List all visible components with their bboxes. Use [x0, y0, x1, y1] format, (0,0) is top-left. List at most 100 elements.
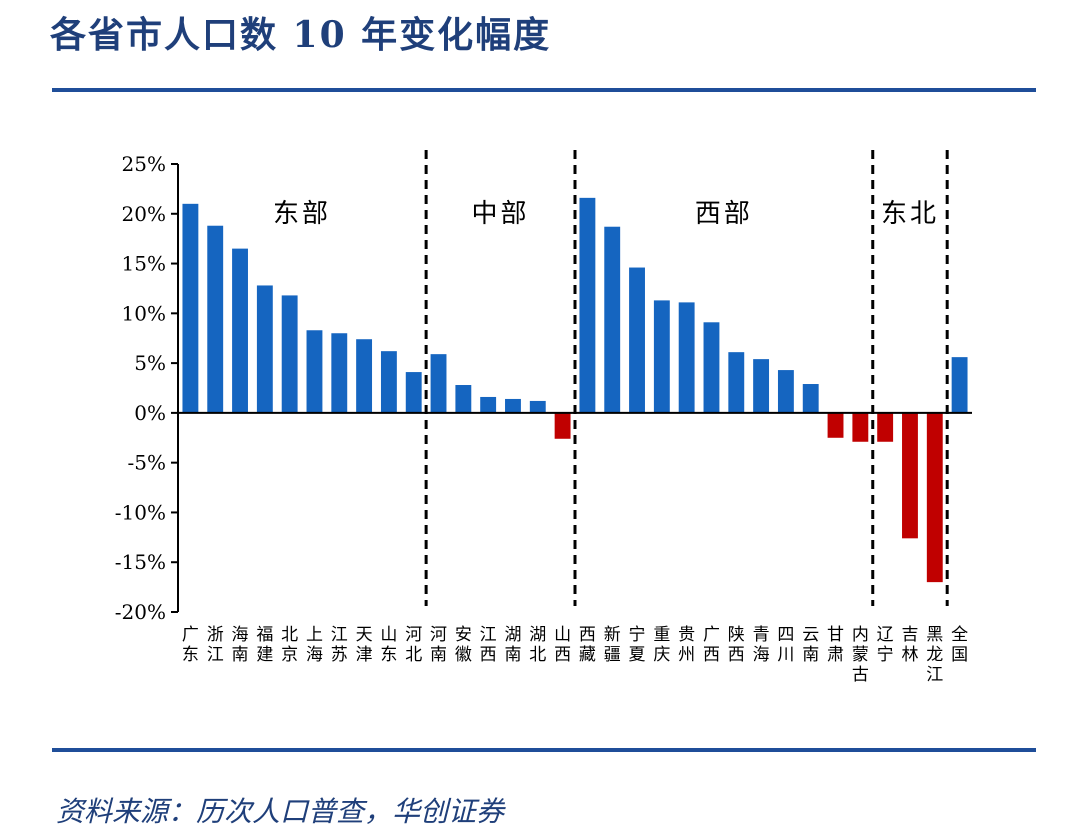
- x-tick-label-char: 北: [405, 645, 422, 665]
- bar-山西: [554, 412, 571, 439]
- y-tick-label: -20%: [115, 600, 166, 624]
- x-tick-label-char: 南: [232, 645, 249, 665]
- y-tick-label: -15%: [115, 550, 166, 574]
- bar-江苏: [331, 333, 348, 413]
- bar-吉林: [902, 412, 918, 539]
- x-tick-label-char: 南: [802, 645, 819, 665]
- x-tick-label-char: 全: [951, 625, 968, 645]
- y-tick-label: 0%: [134, 401, 166, 425]
- x-tick-label-char: 西: [579, 625, 596, 645]
- x-tick-label-char: 江: [926, 665, 943, 685]
- bar-新疆: [604, 226, 621, 413]
- x-tick-label-char: 江: [207, 645, 224, 665]
- x-tick-label-char: 黑: [926, 625, 943, 645]
- x-tick-label-char: 山: [554, 625, 571, 645]
- bar-西藏: [579, 197, 596, 413]
- x-tick-label-char: 古: [852, 665, 869, 685]
- x-tick-label-char: 安: [455, 625, 472, 645]
- x-tick-label-char: 湖: [529, 625, 546, 645]
- bar-四川: [777, 370, 794, 413]
- x-tick-label-char: 重: [653, 625, 670, 645]
- x-tick-label-char: 宁: [877, 645, 894, 665]
- x-tick-label-char: 川: [777, 645, 794, 665]
- bar-湖南: [505, 398, 521, 413]
- bar-湖北: [529, 400, 546, 413]
- bar-全国: [951, 357, 968, 413]
- x-tick-label-char: 东: [380, 645, 397, 665]
- bar-天津: [356, 339, 373, 413]
- x-tick-label-char: 西: [480, 645, 497, 665]
- bar-广东: [182, 203, 199, 413]
- x-tick-label-char: 河: [405, 625, 422, 645]
- bar-北京: [281, 295, 298, 413]
- x-tick-label-char: 蒙: [852, 645, 869, 665]
- x-tick-label-char: 四: [777, 625, 794, 645]
- x-tick-label-char: 海: [753, 645, 770, 665]
- region-label-西部: 西部: [695, 199, 753, 229]
- x-tick-label-char: 西: [554, 645, 571, 665]
- x-tick-label-char: 辽: [877, 625, 894, 645]
- y-tick-label: 25%: [122, 152, 166, 176]
- x-tick-label-char: 陕: [728, 625, 745, 645]
- bar-重庆: [653, 300, 670, 413]
- page-title: 各省市人口数 10 年变化幅度: [50, 14, 552, 56]
- bar-黑龙江: [926, 412, 943, 583]
- x-tick-label-char: 肃: [827, 645, 844, 665]
- y-tick-label: 10%: [122, 301, 166, 325]
- y-tick-label: 5%: [134, 351, 166, 375]
- bar-山东: [380, 351, 397, 413]
- x-tick-label-char: 东: [182, 645, 199, 665]
- x-tick-label-char: 江: [480, 625, 497, 645]
- x-tick-label-char: 徽: [455, 645, 472, 665]
- x-tick-label-char: 林: [901, 645, 918, 665]
- x-tick-label-char: 海: [306, 645, 323, 665]
- bar-甘肃: [827, 412, 844, 438]
- x-tick-label-char: 夏: [629, 645, 646, 665]
- x-tick-label-char: 西: [703, 645, 720, 665]
- x-tick-label-char: 内: [852, 625, 869, 645]
- bar-内蒙古: [852, 412, 869, 442]
- x-tick-label-char: 津: [356, 645, 373, 665]
- x-tick-label-char: 南: [430, 645, 447, 665]
- y-tick-label: -5%: [128, 451, 167, 475]
- x-tick-label-char: 山: [380, 625, 397, 645]
- y-tick-label: 20%: [122, 202, 166, 226]
- x-tick-label-char: 云: [802, 625, 819, 645]
- x-tick-label-char: 建: [256, 645, 273, 665]
- x-tick-label-char: 海: [232, 625, 249, 645]
- source-note: 资料来源：历次人口普查，华创证券: [56, 795, 505, 828]
- x-tick-label-char: 浙: [207, 625, 224, 645]
- x-tick-label-char: 福: [256, 625, 273, 645]
- bar-chart: 25%20%15%10%5%0%-5%-10%-15%-20%东部 中部 西部 东北广…: [115, 150, 972, 685]
- bar-云南: [802, 384, 819, 413]
- x-tick-label-char: 吉: [901, 625, 918, 645]
- x-tick-label-char: 庆: [653, 645, 670, 665]
- x-tick-label-char: 河: [430, 625, 447, 645]
- footer-rule: [52, 748, 1036, 752]
- x-tick-label-char: 广: [182, 625, 199, 645]
- region-label-中部: 中部: [472, 199, 530, 229]
- x-tick-label-char: 西: [728, 645, 745, 665]
- x-tick-label-char: 新: [604, 625, 621, 645]
- x-tick-label-char: 天: [356, 625, 373, 645]
- x-tick-label-char: 州: [678, 645, 695, 665]
- x-tick-label-char: 广: [703, 625, 720, 645]
- bar-广西: [703, 322, 720, 413]
- x-tick-label-char: 湖: [504, 625, 521, 645]
- title-rule: [52, 88, 1036, 92]
- x-tick-label-char: 青: [753, 625, 770, 645]
- region-label-东部: 东部: [273, 199, 331, 229]
- y-tick-label: 15%: [122, 252, 166, 276]
- bar-海南: [232, 248, 248, 413]
- x-tick-label-char: 藏: [579, 645, 596, 665]
- x-tick-label-char: 南: [504, 645, 521, 665]
- bar-宁夏: [629, 267, 645, 413]
- x-tick-label-char: 上: [306, 625, 323, 645]
- bar-上海: [306, 330, 323, 413]
- bar-河北: [405, 372, 422, 413]
- x-tick-label-char: 龙: [926, 645, 943, 665]
- region-label-东北: 东北: [881, 199, 939, 229]
- x-tick-label-char: 疆: [604, 645, 621, 665]
- bar-江西: [480, 396, 497, 413]
- x-tick-label-char: 江: [331, 625, 348, 645]
